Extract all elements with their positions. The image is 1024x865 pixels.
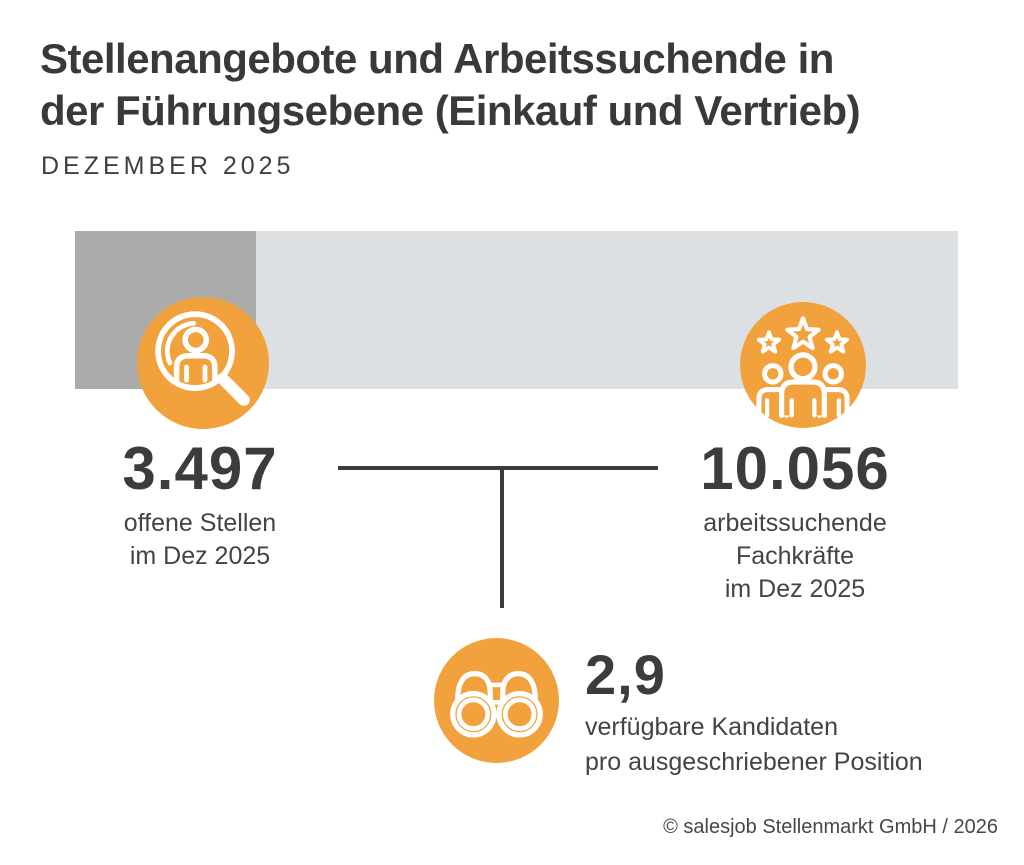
open-positions-stat: 3.497 offene Stellen im Dez 2025 <box>60 438 340 573</box>
search-person-icon <box>155 311 250 406</box>
open-positions-value: 3.497 <box>122 435 278 502</box>
team-stars-icon <box>756 316 850 419</box>
job-seekers-label: arbeitssuchende Fachkräfte im Dez 2025 <box>703 509 887 603</box>
job-seekers-value: 10.056 <box>700 435 890 502</box>
page-title-line2: der Führungsebene (Einkauf und Vertrieb) <box>40 87 861 134</box>
open-positions-label: offene Stellen im Dez 2025 <box>123 509 277 570</box>
binoculars-icon <box>450 670 543 738</box>
job-seekers-badge <box>740 302 866 428</box>
page-title-line1: Stellenangebote und Arbeitssuchende in <box>40 35 834 82</box>
ratio-value: 2,9 <box>585 643 666 706</box>
ratio-label: verfügbare Kandidaten pro ausgeschrieben… <box>585 713 923 776</box>
open-positions-badge <box>137 297 269 429</box>
connector-vertical-line <box>500 466 504 608</box>
job-seekers-stat: 10.056 arbeitssuchende Fachkräfte im Dez… <box>655 438 935 606</box>
connector-horizontal-line <box>338 466 658 470</box>
page-title: Stellenangebote und Arbeitssuchende in d… <box>40 33 861 137</box>
ratio-badge <box>434 638 559 763</box>
page-subtitle: DEZEMBER 2025 <box>41 152 295 180</box>
copyright-notice: © salesjob Stellenmarkt GmbH / 2026 <box>663 816 998 838</box>
